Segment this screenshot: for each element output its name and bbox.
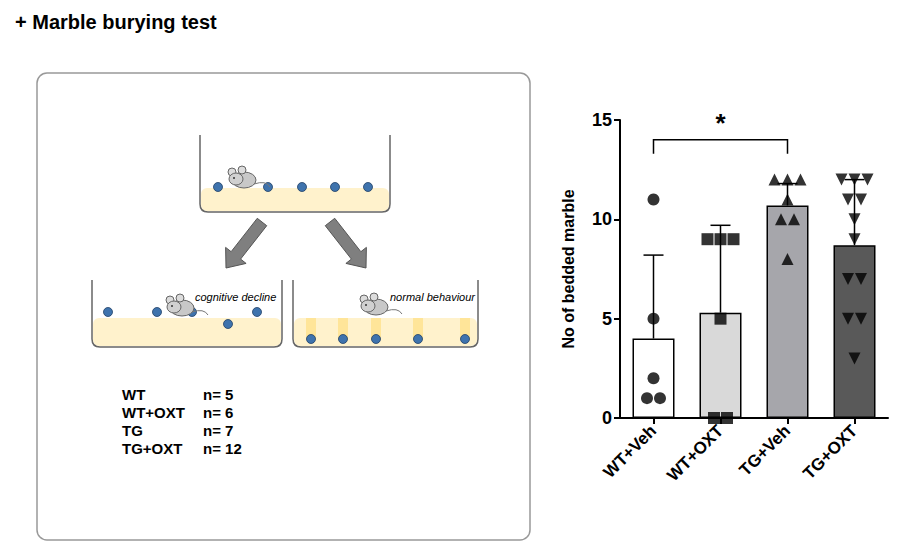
svg-text:TG: TG [122, 422, 143, 439]
svg-text:n= 6: n= 6 [203, 404, 233, 421]
svg-text:normal behaviour: normal behaviour [390, 291, 476, 303]
svg-text:n= 5: n= 5 [203, 386, 233, 403]
svg-text:No of bedded marble: No of bedded marble [560, 189, 577, 348]
svg-text:TG+OXT: TG+OXT [799, 421, 861, 483]
svg-text:n= 7: n= 7 [203, 422, 233, 439]
svg-text:10: 10 [592, 209, 612, 229]
svg-text:*: * [715, 108, 726, 138]
svg-text:5: 5 [602, 309, 612, 329]
svg-text:TG+Veh: TG+Veh [736, 421, 794, 479]
svg-text:WT+OXT: WT+OXT [122, 404, 185, 421]
svg-text:cognitive decline: cognitive decline [195, 291, 276, 303]
svg-text:TG+OXT: TG+OXT [122, 440, 182, 457]
svg-text:15: 15 [592, 110, 612, 130]
svg-text:WT+Veh: WT+Veh [600, 421, 660, 481]
svg-text:WT+OXT: WT+OXT [663, 421, 727, 485]
svg-text:n= 12: n= 12 [203, 440, 242, 457]
svg-text:WT: WT [122, 386, 145, 403]
svg-text:0: 0 [602, 408, 612, 428]
svg-text:+ Marble burying test: + Marble burying test [15, 11, 217, 33]
